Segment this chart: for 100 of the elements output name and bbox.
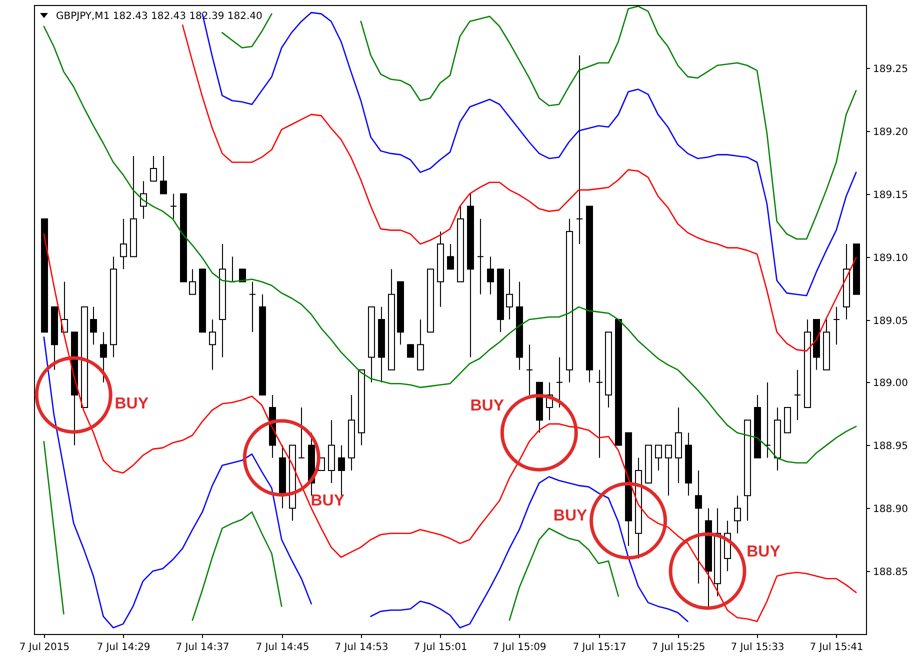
annotation: BUY xyxy=(470,397,504,414)
x-tick-label: 7 Jul 14:45 xyxy=(256,642,310,653)
candlestick xyxy=(51,306,58,370)
candlestick xyxy=(665,444,672,496)
y-tick-label: 189.00 xyxy=(873,378,908,389)
candlestick xyxy=(427,268,434,333)
candlestick xyxy=(615,319,622,446)
candlestick xyxy=(764,382,771,458)
candlestick xyxy=(150,155,157,182)
x-tick-label: 7 Jul 2015 xyxy=(19,642,70,653)
y-tick-label: 189.05 xyxy=(873,316,908,327)
candlestick xyxy=(784,407,791,434)
candlestick xyxy=(823,319,830,370)
candlestick xyxy=(279,444,286,509)
candlestick xyxy=(516,281,523,370)
y-tick-label: 189.20 xyxy=(873,127,908,138)
y-tick-label: 188.85 xyxy=(873,567,908,578)
candlestick xyxy=(348,394,355,471)
candlestick xyxy=(457,206,464,282)
candlestick xyxy=(90,306,97,346)
candlestick xyxy=(645,444,652,484)
candlestick xyxy=(843,244,850,320)
candlestick xyxy=(754,394,761,458)
candlestick xyxy=(130,155,137,258)
x-tick-label: 7 Jul 14:29 xyxy=(96,642,150,653)
annotation: BUY xyxy=(114,396,149,413)
candlestick xyxy=(378,306,385,383)
candlestick xyxy=(804,319,811,408)
x-tick-label: 7 Jul 14:37 xyxy=(176,642,230,653)
candlestick xyxy=(81,306,88,408)
candlestick xyxy=(853,244,860,295)
candlestick xyxy=(180,193,187,282)
annotation: BUY xyxy=(746,544,781,561)
y-tick-label: 188.95 xyxy=(873,441,908,452)
candlestick xyxy=(298,407,305,458)
candlestick xyxy=(358,369,365,446)
candlestick xyxy=(368,306,375,383)
line-series xyxy=(43,233,857,622)
candlestick xyxy=(467,193,474,358)
candlestick xyxy=(635,457,642,560)
x-tick-label: 7 Jul 15:17 xyxy=(572,642,626,653)
candlestick xyxy=(417,319,424,370)
candlestick xyxy=(566,218,573,383)
candlestick xyxy=(526,344,533,396)
candlestick xyxy=(655,444,662,471)
candlestick xyxy=(338,444,345,496)
candlestick xyxy=(497,268,504,333)
candlestick xyxy=(209,319,216,370)
annotation: BUY xyxy=(553,507,588,524)
candlestick xyxy=(744,420,751,522)
candlestick xyxy=(41,218,48,333)
candlestick xyxy=(437,230,444,308)
candlestick xyxy=(477,218,484,295)
candlestick xyxy=(813,319,820,370)
candlestick xyxy=(576,54,583,245)
candlestick xyxy=(120,218,127,270)
candlestick xyxy=(506,268,513,320)
y-tick-label: 188.90 xyxy=(873,504,908,515)
candlestick xyxy=(160,155,167,194)
candlestick xyxy=(685,432,692,496)
candlestick xyxy=(487,256,494,295)
candlestick xyxy=(388,268,395,370)
candlestick xyxy=(447,244,454,270)
candlestick xyxy=(675,407,682,484)
candlestick xyxy=(259,294,266,396)
candlestick xyxy=(536,382,543,434)
candlestick xyxy=(328,420,335,484)
candlestick xyxy=(219,244,226,358)
candlestick xyxy=(695,470,702,584)
candlestick xyxy=(774,407,781,471)
candlestick xyxy=(714,508,721,597)
candlestick xyxy=(605,332,612,408)
line-series xyxy=(182,24,857,352)
candlestick xyxy=(249,281,256,333)
candlestick xyxy=(110,256,117,358)
candlestick xyxy=(407,344,414,358)
candlestick xyxy=(705,508,712,610)
y-tick-label: 189.25 xyxy=(873,64,908,75)
y-tick-label: 189.10 xyxy=(873,253,908,264)
x-tick-label: 7 Jul 15:33 xyxy=(730,642,784,653)
annotation: BUY xyxy=(310,492,345,510)
x-tick-label: 7 Jul 14:53 xyxy=(334,642,388,653)
y-tick-label: 189.15 xyxy=(873,190,908,201)
candlestick xyxy=(556,356,563,408)
x-tick-label: 7 Jul 15:25 xyxy=(652,642,706,653)
candlestick xyxy=(100,332,107,383)
candlestick xyxy=(625,432,632,546)
candlestick xyxy=(140,180,147,220)
candlestick xyxy=(586,206,593,383)
candlestick xyxy=(189,268,196,295)
candlestick xyxy=(734,495,741,534)
line-series xyxy=(43,26,857,464)
candlestick xyxy=(397,281,404,346)
x-tick-label: 7 Jul 15:01 xyxy=(414,642,468,653)
candlestick xyxy=(794,369,801,421)
candlestick xyxy=(170,193,177,220)
candlestick xyxy=(596,369,603,458)
candlestick xyxy=(833,306,840,346)
x-tick-label: 7 Jul 15:41 xyxy=(810,642,864,653)
candlestick xyxy=(199,268,206,333)
